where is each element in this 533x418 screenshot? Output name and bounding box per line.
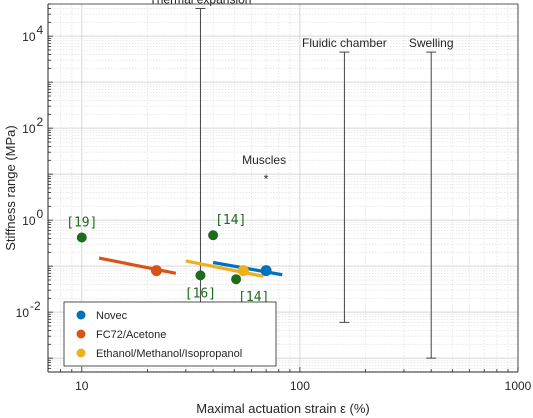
range-label: Fluidic chamber: [302, 36, 387, 50]
range-label: Thermal expansion: [149, 0, 251, 6]
legend-marker: [76, 348, 86, 358]
reference-label: [19]: [66, 215, 97, 230]
x-tick-label: 10: [75, 379, 89, 393]
range-label: Swelling: [409, 36, 454, 50]
y-tick-label: 10 2: [22, 115, 43, 136]
data-points: * Muscles [19] [14] [16] [14]: [66, 153, 286, 305]
reference-point: [195, 270, 206, 281]
legend-entry: Novec: [76, 310, 128, 322]
legend-label: Ethanol/Methanol/Isopropanol: [96, 348, 242, 360]
legend-entry: FC72/Acetone: [76, 329, 166, 341]
range-bars: Thermal expansion Fluidic chamber Swelling: [149, 0, 454, 359]
y-tick-exponent: 2: [37, 115, 44, 129]
reference-label: [14]: [215, 213, 246, 228]
marker-label: Muscles: [242, 153, 286, 167]
legend-label: Novec: [96, 310, 128, 322]
series-point: [150, 265, 162, 277]
y-axis-label: Stiffness range (MPa): [3, 125, 18, 250]
y-tick-label: 10 -2: [16, 299, 41, 320]
range-bar: Fluidic chamber: [302, 36, 387, 323]
legend-box: [63, 301, 277, 367]
reference-point: [208, 230, 219, 241]
y-tick-base: 10: [22, 30, 36, 44]
reference-label: [16]: [185, 286, 216, 301]
y-tick-exponent: 4: [37, 23, 44, 37]
x-tick-label: 1000: [505, 379, 532, 393]
y-tick-base: 10: [22, 214, 36, 228]
reference-label: [14]: [238, 290, 269, 305]
fit-line: [185, 259, 264, 278]
y-tick-label: 10 0: [22, 207, 43, 228]
x-axis-label: Maximal actuation strain ε (%): [196, 401, 369, 416]
marker-symbol: *: [264, 172, 269, 186]
series-point: [237, 265, 249, 277]
reference-point: [231, 274, 242, 285]
y-tick-base: 10: [16, 306, 30, 320]
y-tick-label: 10 4: [22, 23, 43, 44]
x-tick-label: 100: [290, 379, 310, 393]
legend-label: FC72/Acetone: [96, 329, 166, 341]
legend-marker: [76, 310, 86, 320]
legend-marker: [76, 329, 86, 339]
series-point: [260, 265, 272, 277]
y-tick-base: 10: [22, 122, 36, 136]
y-tick-exponent: 0: [37, 207, 44, 221]
y-tick-exponent: -2: [30, 299, 41, 313]
fit-line: [98, 256, 177, 275]
legend-entry: Ethanol/Methanol/Isopropanol: [76, 348, 242, 360]
legend: Novec FC72/Acetone Ethanol/Methanol/Isopro…: [63, 301, 277, 367]
range-bar: Swelling: [409, 36, 454, 359]
reference-point: [76, 232, 87, 243]
